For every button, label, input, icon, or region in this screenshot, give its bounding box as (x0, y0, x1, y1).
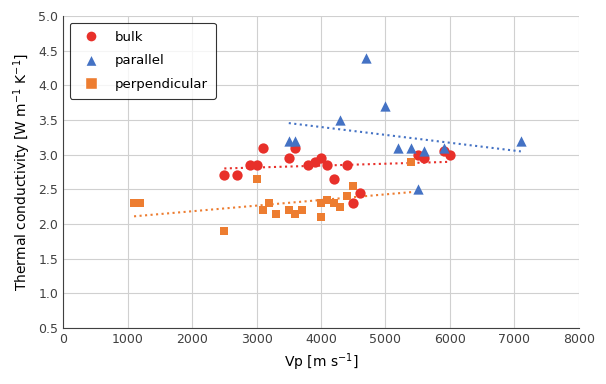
Point (342, 193, 351, 199)
Point (297, 207, 307, 213)
Point (316, 200, 326, 206)
Point (407, 145, 416, 151)
Point (258, 145, 268, 151)
Legend: bulk, parallel, perpendicular: bulk, parallel, perpendicular (70, 23, 216, 99)
Point (284, 138, 294, 144)
Point (348, 200, 358, 206)
Point (439, 148, 448, 154)
Point (271, 210, 281, 217)
Point (516, 138, 526, 144)
Point (251, 162, 261, 168)
Point (219, 172, 229, 179)
Point (316, 214, 326, 220)
Point (407, 159, 416, 165)
Point (245, 162, 255, 168)
Point (251, 176, 261, 182)
Point (322, 197, 332, 203)
Point (136, 200, 145, 206)
Point (381, 103, 390, 109)
Point (303, 162, 313, 168)
Point (290, 210, 300, 217)
Point (310, 159, 319, 165)
Point (265, 200, 275, 206)
Point (322, 162, 332, 168)
Point (393, 145, 403, 151)
Point (348, 183, 358, 189)
Point (329, 176, 339, 182)
Point (361, 55, 371, 61)
Point (219, 228, 229, 234)
Point (316, 155, 326, 161)
Point (439, 145, 448, 151)
Point (445, 152, 454, 158)
Point (336, 204, 345, 210)
Point (413, 186, 422, 192)
Point (342, 162, 351, 168)
Point (284, 207, 294, 213)
Point (258, 207, 268, 213)
Y-axis label: Thermal conductivity [W m$^{-1}$ K$^{-1}$]: Thermal conductivity [W m$^{-1}$ K$^{-1}… (11, 53, 33, 291)
Point (336, 117, 345, 123)
Point (355, 190, 365, 196)
Point (413, 152, 422, 158)
Point (329, 200, 339, 206)
Point (290, 145, 300, 151)
Point (290, 138, 300, 144)
Point (129, 200, 139, 206)
Point (419, 148, 429, 154)
X-axis label: Vp [m s$^{-1}$]: Vp [m s$^{-1}$] (284, 351, 358, 373)
Point (419, 155, 429, 161)
Point (284, 155, 294, 161)
Point (232, 172, 242, 179)
